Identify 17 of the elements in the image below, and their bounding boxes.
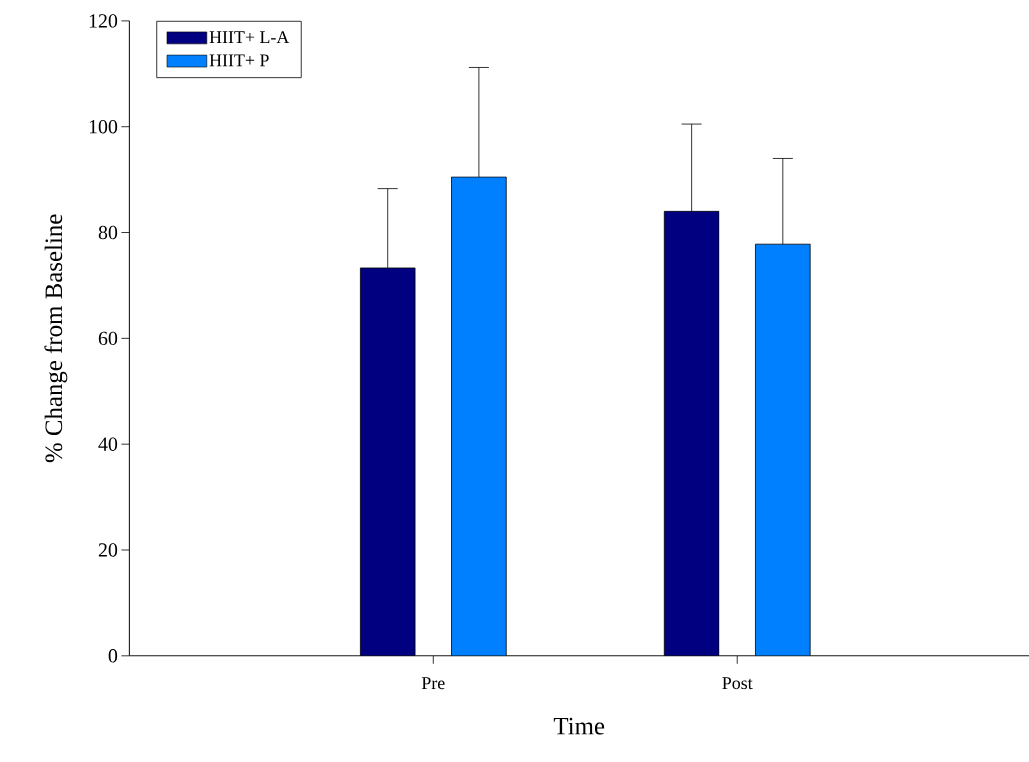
y-tick-label: 60 bbox=[98, 331, 118, 345]
x-axis-title: Time bbox=[553, 717, 605, 735]
y-tick-label: 100 bbox=[89, 119, 118, 134]
y-tick-label: 40 bbox=[98, 437, 118, 451]
bar bbox=[451, 176, 507, 656]
x-tick-label: Post bbox=[722, 677, 753, 689]
y-tick-label: 80 bbox=[98, 225, 118, 240]
y-axis-title: % Change from Baseline bbox=[44, 214, 68, 463]
bar bbox=[755, 243, 811, 656]
y-tick-label: 0 bbox=[108, 648, 118, 663]
y-tick-label: 20 bbox=[98, 543, 118, 557]
legend-label: HIIT+ P bbox=[209, 54, 269, 67]
y-tick-label: 120 bbox=[89, 14, 118, 28]
legend-label: HIIT+ L-A bbox=[209, 31, 290, 43]
bar bbox=[360, 267, 416, 656]
x-tick-label: Pre bbox=[421, 677, 445, 689]
bar bbox=[663, 210, 720, 656]
